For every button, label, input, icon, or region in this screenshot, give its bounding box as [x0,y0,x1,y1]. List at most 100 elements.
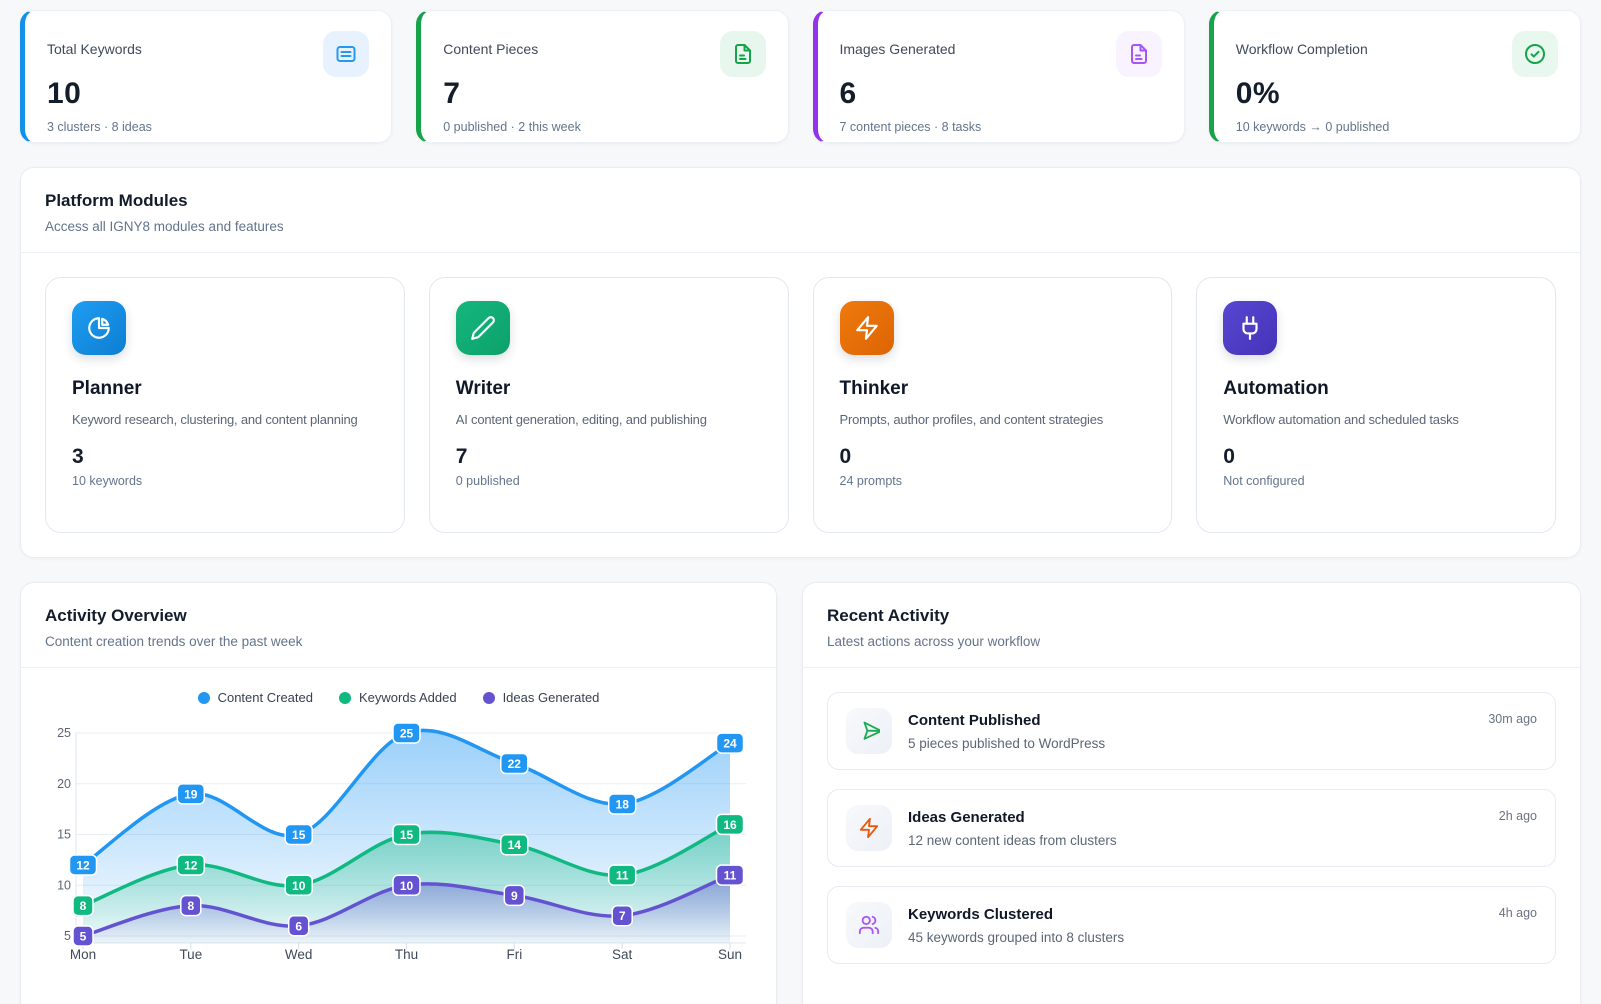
svg-text:22: 22 [508,757,522,771]
svg-text:25: 25 [57,726,71,740]
svg-text:5: 5 [80,930,87,944]
activity-item-content-published: Content Published 5 pieces published to … [827,692,1556,770]
svg-text:Thu: Thu [395,947,418,962]
legend-item-content-created: Content Created [197,690,313,705]
svg-text:12: 12 [76,859,90,873]
activity-item-ideas-generated: Ideas Generated 12 new content ideas fro… [827,789,1556,867]
svg-text:16: 16 [723,818,737,832]
svg-text:10: 10 [292,879,306,893]
activity-description: 45 keywords grouped into 8 clusters [908,929,1125,945]
svg-text:6: 6 [295,919,302,933]
legend-dot [338,691,351,704]
pie-chart-icon [72,301,126,355]
users-icon [846,902,892,948]
svg-text:24: 24 [723,737,737,751]
divider [803,667,1580,668]
activity-description: 5 pieces published to WordPress [908,735,1106,751]
panel-subtitle: Access all IGNY8 modules and features [45,219,284,234]
line-area-chart: 5 10 15 20 25 Mon Tue Wed Thu Fri Sat Sun 12 19 15 25 22… [45,713,752,970]
file-text-icon [1115,31,1162,77]
file-text-icon [719,31,766,77]
stat-subtext: 10 keywords → 0 published [1235,120,1390,134]
svg-text:Fri: Fri [506,947,522,962]
divider [21,667,776,668]
platform-modules-panel: Platform Modules Access all IGNY8 module… [20,167,1581,558]
divider [21,252,1580,253]
modules-grid: Planner Keyword research, clustering, an… [21,253,1580,557]
svg-text:5: 5 [64,929,71,943]
stat-label: Content Pieces [443,41,539,57]
module-name: Thinker [839,378,909,399]
activity-chart: Content Created Keywords Added Ideas Gen… [21,668,776,970]
svg-text:7: 7 [619,909,626,923]
zap-icon [839,301,894,355]
stat-label: Workflow Completion [1235,41,1368,57]
activity-timestamp: 4h ago [1498,906,1537,920]
module-stat-label: Not configured [1223,474,1305,489]
module-card-automation[interactable]: Automation Workflow automation and sched… [1196,277,1556,533]
svg-text:15: 15 [57,828,71,842]
svg-text:Mon: Mon [70,947,96,962]
module-card-thinker[interactable]: Thinker Prompts, author profiles, and co… [812,277,1173,533]
svg-text:Sat: Sat [612,947,633,962]
panel-subtitle: Content creation trends over the past we… [45,634,303,649]
module-stat-label: 10 keywords [72,474,143,489]
activity-title: Ideas Generated [908,808,1025,826]
svg-text:18: 18 [616,798,630,812]
stat-card-content-pieces: Content Pieces 7 0 published · 2 this we… [416,10,789,143]
stat-subtext: 7 content pieces · 8 tasks [839,120,982,134]
legend-label: Content Created [217,690,313,705]
module-name: Planner [72,378,142,399]
activity-item-keywords-clustered: Keywords Clustered 45 keywords grouped i… [827,886,1556,964]
svg-text:11: 11 [616,869,629,883]
svg-text:12: 12 [184,859,198,873]
stat-label: Total Keywords [47,41,142,57]
stat-value: 7 [443,77,461,110]
module-description: Workflow automation and scheduled tasks [1223,412,1459,427]
svg-text:8: 8 [80,899,87,913]
svg-text:15: 15 [292,828,306,842]
module-stat-value: 0 [1223,445,1235,469]
module-card-planner[interactable]: Planner Keyword research, clustering, an… [45,277,405,533]
panel-subtitle: Latest actions across your workflow [827,634,1041,649]
legend-label: Keywords Added [358,690,457,705]
module-stat-label: 0 published [455,474,520,489]
activity-timestamp: 30m ago [1488,712,1537,726]
panel-title: Activity Overview [45,606,187,625]
svg-text:Tue: Tue [179,947,202,962]
svg-text:10: 10 [57,878,71,892]
svg-text:8: 8 [187,899,194,913]
document-lines-icon [323,31,370,77]
activity-timestamp: 2h ago [1498,809,1537,823]
stat-value: 0% [1235,77,1281,110]
module-description: Keyword research, clustering, and conten… [72,412,358,427]
module-card-writer[interactable]: Writer AI content generation, editing, a… [428,277,789,533]
check-circle-icon [1512,31,1558,77]
stats-row: Total Keywords 10 3 clusters · 8 ideas C… [20,10,1581,143]
plug-icon [1223,301,1278,355]
module-description: Prompts, author profiles, and content st… [839,412,1104,427]
module-name: Writer [455,378,511,399]
stat-card-total-keywords: Total Keywords 10 3 clusters · 8 ideas [20,10,393,143]
legend-item-ideas-generated: Ideas Generated [482,690,600,705]
svg-text:15: 15 [400,828,414,842]
svg-text:9: 9 [511,889,518,903]
svg-text:25: 25 [400,727,414,741]
legend-label: Ideas Generated [502,690,600,705]
svg-text:10: 10 [400,879,414,893]
stat-card-workflow-completion: Workflow Completion 0% 10 keywords → 0 p… [1208,10,1581,143]
send-icon [846,708,892,754]
panel-title: Platform Modules [45,191,188,210]
stat-subtext: 3 clusters · 8 ideas [47,120,152,134]
svg-text:11: 11 [724,869,737,883]
stat-value: 10 [47,77,82,110]
svg-text:Sun: Sun [718,947,742,962]
module-stat-value: 7 [455,445,468,469]
stat-subtext: 0 published · 2 this week [443,120,581,134]
bottom-row: Activity Overview Content creation trend… [20,582,1581,1004]
activity-overview-panel: Activity Overview Content creation trend… [20,582,777,1004]
svg-text:20: 20 [57,777,71,791]
stat-label: Images Generated [839,41,956,57]
module-stat-value: 0 [839,445,852,469]
